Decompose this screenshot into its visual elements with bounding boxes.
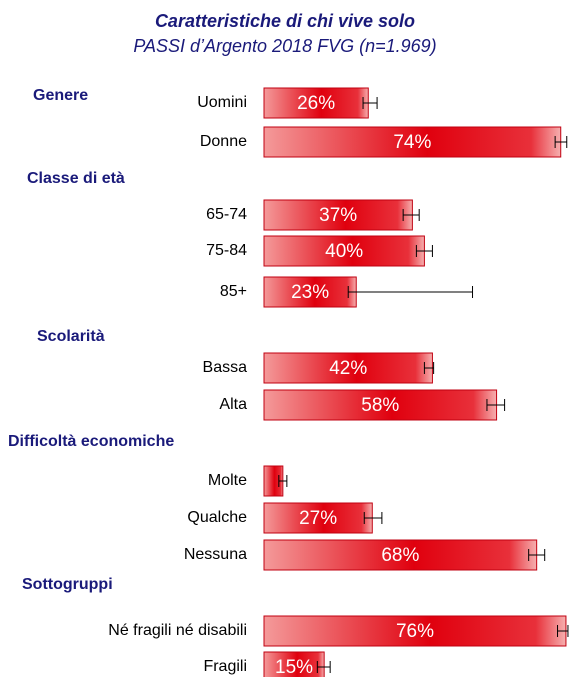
bar <box>263 352 433 384</box>
group-label: Genere <box>33 87 88 104</box>
bar <box>263 87 369 119</box>
chart-title: Caratteristiche di chi vive solo <box>155 11 415 31</box>
value-label: 26% <box>297 93 335 114</box>
bar <box>263 651 325 677</box>
category-label: Alta <box>219 396 247 413</box>
group-label: Classe di età <box>27 170 125 187</box>
category-label: 85+ <box>220 283 247 300</box>
value-label: 68% <box>381 545 419 566</box>
group-label: Difficoltà economiche <box>8 433 174 450</box>
category-label: Donne <box>200 133 247 150</box>
group-label: Sottogruppi <box>22 576 113 593</box>
value-label: 58% <box>361 395 399 416</box>
bar <box>263 276 357 308</box>
value-label: 40% <box>325 241 363 262</box>
bar <box>263 615 567 647</box>
value-label: 27% <box>299 508 337 529</box>
category-label: Bassa <box>203 359 248 376</box>
value-label: 74% <box>393 132 431 153</box>
group-label: Scolarità <box>37 328 105 345</box>
value-label: 42% <box>329 358 367 379</box>
value-label: 23% <box>291 282 329 303</box>
category-label: 75-84 <box>206 242 247 259</box>
category-label: Fragili <box>203 658 247 675</box>
bar <box>263 126 562 158</box>
value-label: 15% <box>275 657 313 677</box>
bar <box>263 502 373 534</box>
value-label: 37% <box>319 205 357 226</box>
chart-subtitle: PASSI d’Argento 2018 FVG (n=1.969) <box>133 36 436 56</box>
category-label: 65-74 <box>206 206 247 223</box>
category-label: Qualche <box>187 509 247 526</box>
category-label: Uomini <box>197 94 247 111</box>
category-label: Molte <box>208 472 247 489</box>
category-label: Né fragili né disabili <box>108 622 247 639</box>
category-label: Nessuna <box>184 546 247 563</box>
bar <box>263 235 425 267</box>
value-label: 76% <box>396 621 434 642</box>
